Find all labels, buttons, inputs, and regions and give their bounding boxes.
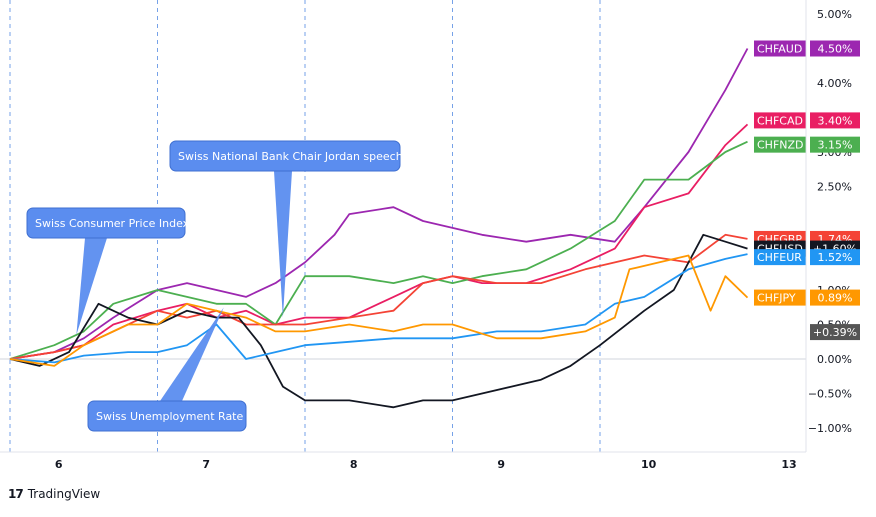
brand-name: TradingView (27, 487, 101, 501)
y-tick-label: 0.00% (817, 353, 852, 366)
x-tick-label: 8 (350, 458, 358, 471)
callout-text: Swiss Consumer Price Index (35, 217, 190, 230)
chart-grid (0, 0, 806, 452)
callout-text: Swiss National Bank Chair Jordan speech (178, 150, 403, 163)
series-value-text: 1.52% (818, 251, 853, 264)
callout-pointer (76, 238, 107, 335)
series-name-tag (754, 289, 806, 306)
y-tick-label: −1.00% (808, 422, 852, 435)
series-line-chfgbp (9, 233, 748, 360)
price-label-chfjpy: CHFJPY 0.89% (754, 289, 860, 306)
annotation-callout: Swiss National Bank Chair Jordan speech (169, 140, 403, 318)
series-lines (9, 48, 749, 409)
series-value-tag (810, 249, 860, 266)
x-tick-label: 10 (641, 458, 657, 471)
series-value-tag (810, 112, 860, 129)
x-tick-label: 7 (202, 458, 210, 471)
series-line-chfcad (9, 123, 749, 360)
series-line-chfjpy (9, 254, 749, 367)
series-name-text: CHFEUR (757, 251, 802, 264)
series-name-text: CHFNZD (757, 139, 804, 152)
series-line-chfeur (9, 253, 748, 364)
series-name-tag (754, 40, 806, 57)
y-tick-label: 2.50% (817, 181, 852, 194)
callout-box (87, 400, 247, 432)
callout-box (169, 140, 401, 172)
series-name-tag (754, 136, 806, 153)
y-tick-label: 5.00% (817, 8, 852, 21)
x-tick-label: 9 (497, 458, 505, 471)
series-value-text: 4.50% (818, 43, 853, 56)
series-line-chfnzd (9, 140, 748, 360)
series-line-chfusd (9, 233, 748, 409)
series-name-text: CHFCAD (757, 114, 803, 127)
callout-text: Swiss Unemployment Rate (96, 410, 243, 423)
series-line-chfaud (9, 48, 749, 360)
series-value-tag (810, 40, 860, 57)
annotations: Swiss Consumer Price Index Swiss National… (26, 140, 403, 432)
price-label-chfnzd: CHFNZD 3.15% (754, 136, 860, 153)
series-name-text: CHFJPY (757, 292, 796, 305)
callout-pointer (274, 171, 292, 318)
price-label-chfcad: CHFCAD 3.40% (754, 112, 860, 129)
annotation-callout: Swiss Consumer Price Index (26, 207, 190, 335)
tradingview-logo-icon: 17 (8, 487, 24, 501)
callout-box (26, 207, 186, 239)
series-value-text: 0.89% (818, 292, 853, 305)
series-value-tag (810, 136, 860, 153)
series-value-text: 3.40% (818, 114, 853, 127)
series-name-tag (754, 249, 806, 266)
extra-value-tag (810, 324, 860, 341)
series-value-text: 3.15% (818, 139, 853, 152)
series-value-tag (810, 289, 860, 306)
x-tick-label: 13 (781, 458, 796, 471)
price-labels: CHFAUD 4.50%CHFCAD 3.40%CHFNZD 3.15%CHFGBP 1… (754, 40, 860, 341)
series-name-text: CHFAUD (757, 43, 802, 56)
annotation-callout: Swiss Unemployment Rate (87, 307, 247, 432)
extra-value-text: +0.39% (813, 326, 857, 339)
tradingview-branding[interactable]: 17 TradingView (8, 487, 100, 501)
series-name-tag (754, 112, 806, 129)
callout-pointer (160, 307, 224, 401)
x-tick-label: 6 (55, 458, 63, 471)
y-tick-label: −0.50% (808, 388, 852, 401)
price-label-chfaud: CHFAUD 4.50% (754, 40, 860, 57)
y-tick-label: 4.00% (817, 77, 852, 90)
x-axis[interactable]: 6 7 8 9 10 13 (55, 458, 797, 471)
price-label-chfeur: CHFEUR 1.52% (754, 249, 860, 266)
